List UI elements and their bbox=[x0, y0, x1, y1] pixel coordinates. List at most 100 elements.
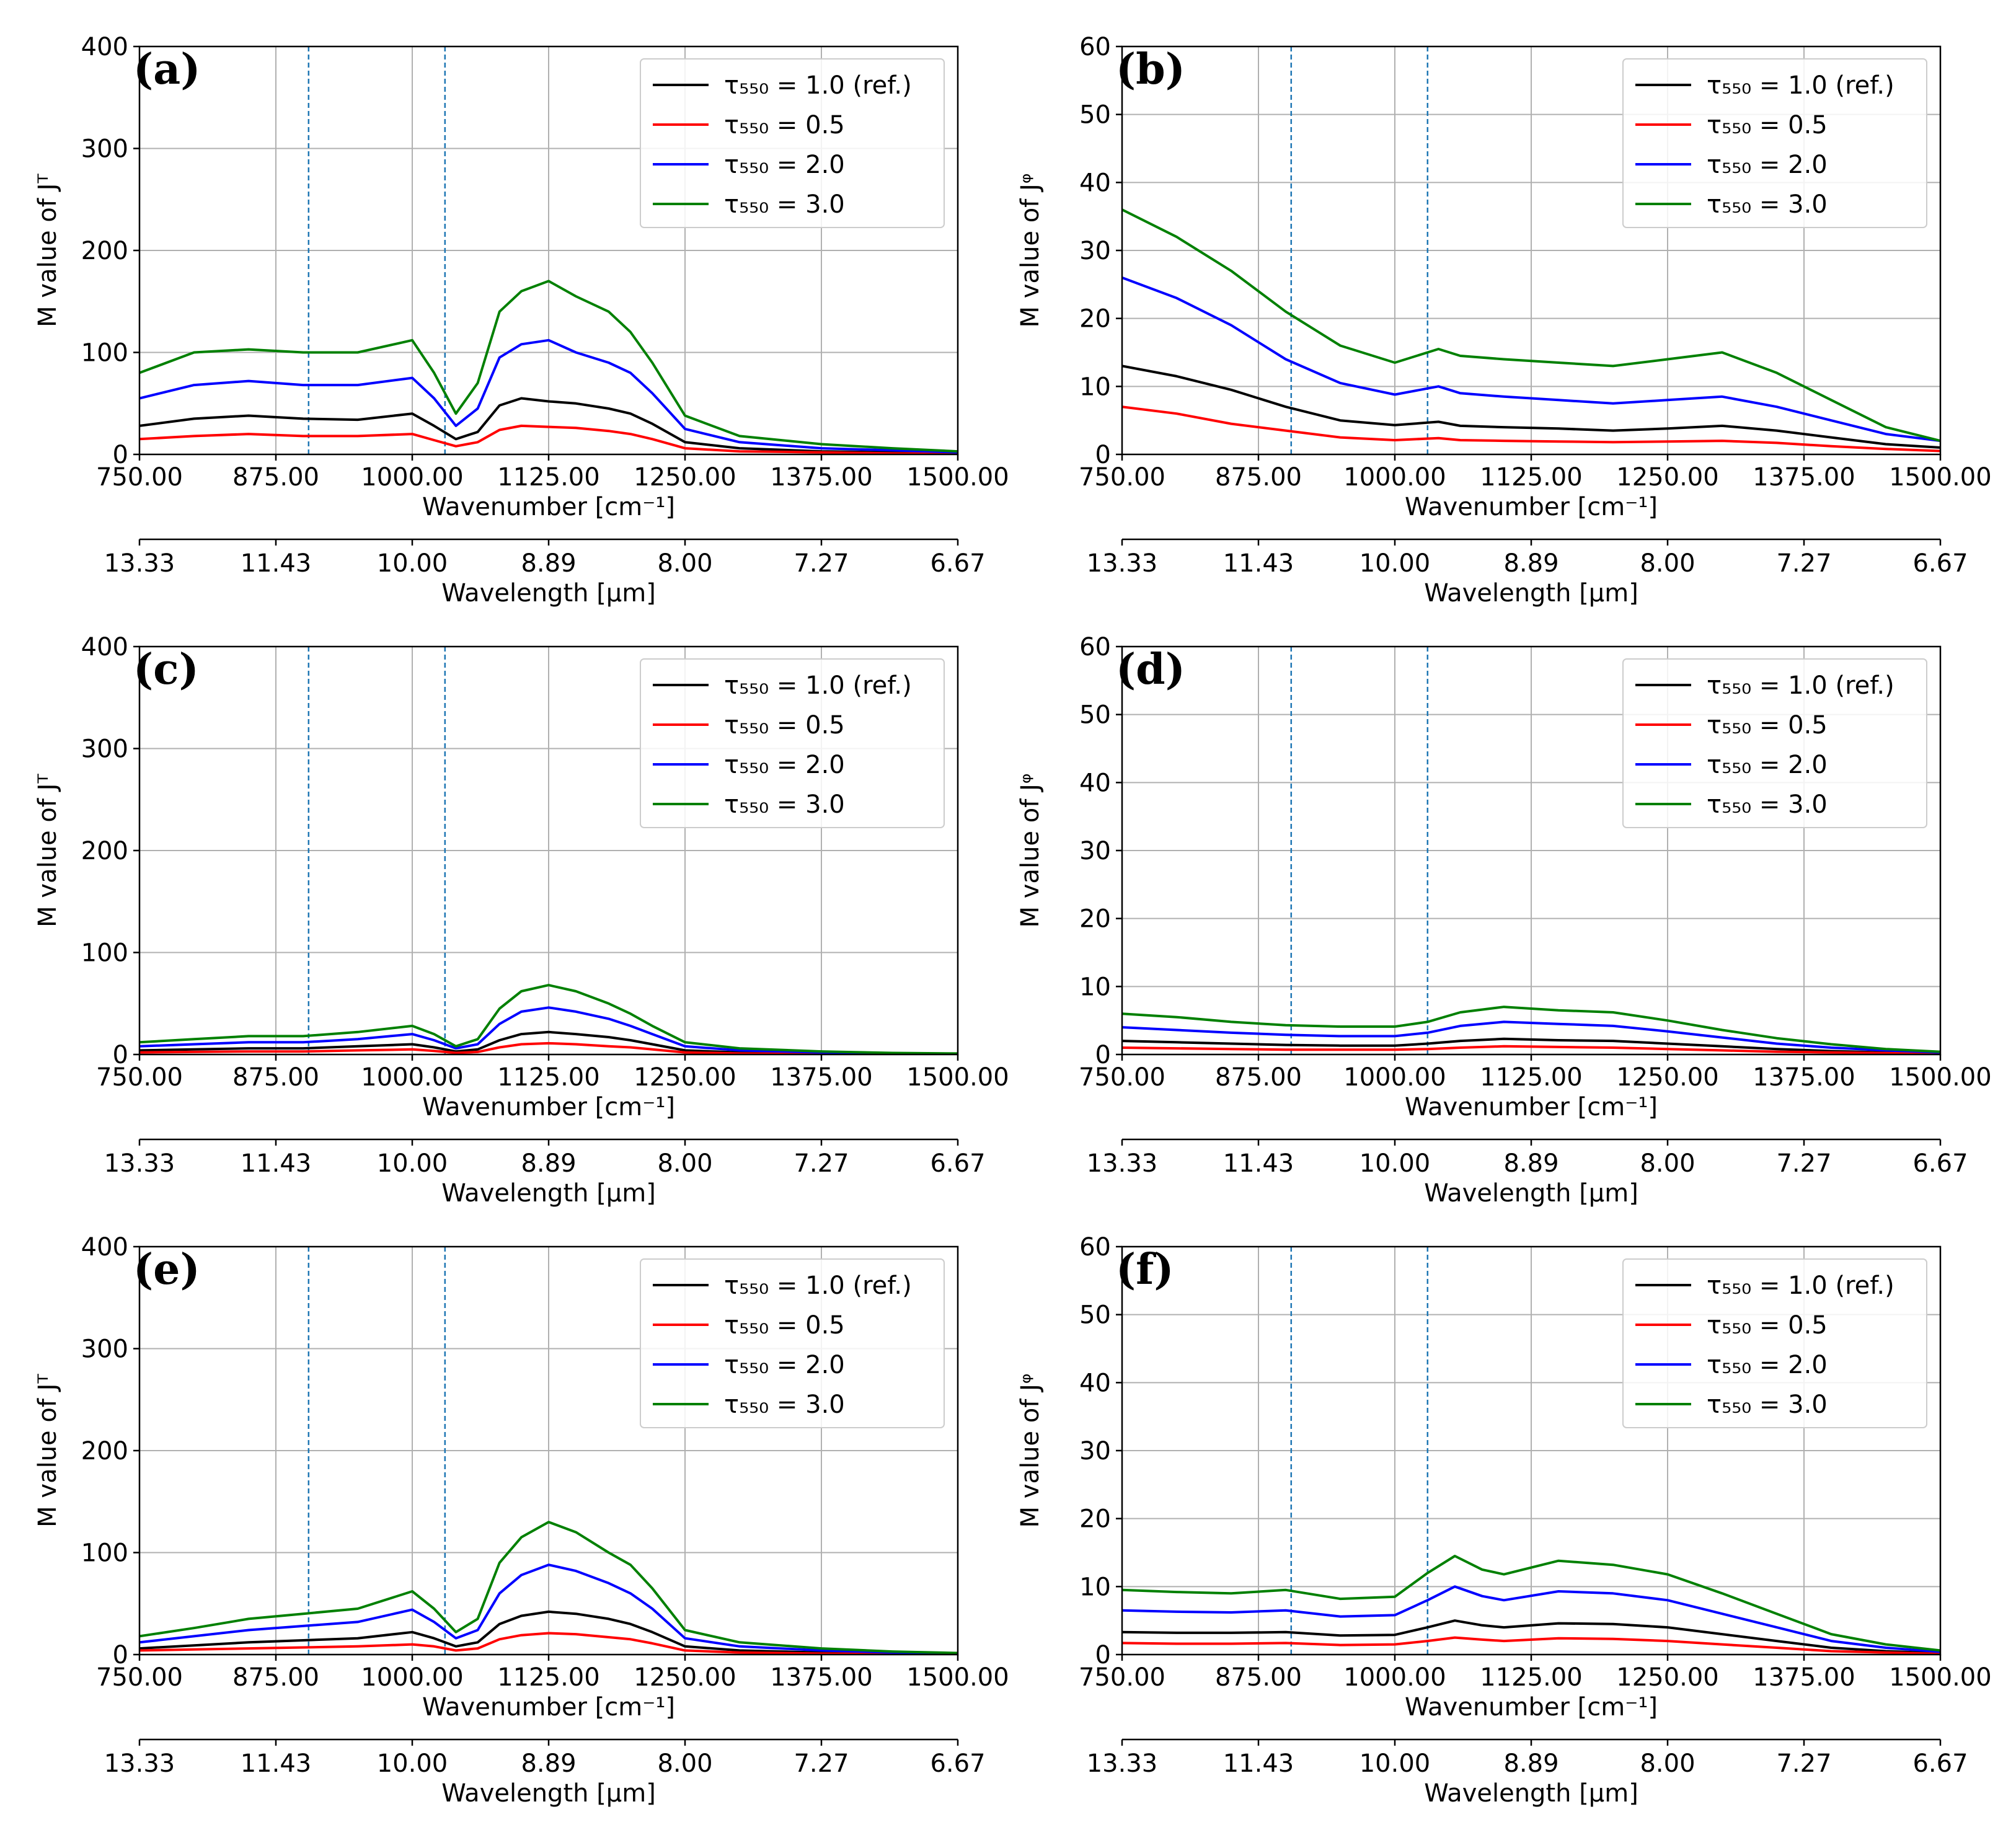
y-tick-label: 10 bbox=[1079, 373, 1111, 401]
secondary-tick-label: 13.33 bbox=[104, 1149, 175, 1178]
secondary-tick-label: 6.67 bbox=[930, 549, 985, 578]
y-tick-label: 60 bbox=[1079, 633, 1111, 661]
y-tick-label: 30 bbox=[1079, 837, 1111, 865]
x-tick-label: 1375.00 bbox=[1753, 1063, 1855, 1092]
secondary-tick-label: 10.00 bbox=[377, 1749, 448, 1778]
secondary-tick-label: 8.00 bbox=[1640, 1749, 1695, 1778]
legend-label-3: τ₅₅₀ = 2.0 bbox=[1707, 151, 1828, 179]
x-tick-label: 1500.00 bbox=[1889, 463, 1991, 492]
y-tick-label: 200 bbox=[81, 837, 128, 865]
legend-label-2: τ₅₅₀ = 0.5 bbox=[1707, 1311, 1828, 1340]
x-tick-label: 1250.00 bbox=[1616, 1663, 1718, 1692]
series-line-3 bbox=[139, 1006, 958, 1054]
series-line-2 bbox=[1122, 405, 1940, 453]
x-tick-label: 1500.00 bbox=[906, 1063, 1009, 1092]
y-axis-label: M value of Jᵀ bbox=[33, 774, 62, 927]
x-tick-label: 1250.00 bbox=[1616, 1063, 1718, 1092]
x-tick-label: 1375.00 bbox=[1753, 463, 1855, 492]
x-tick-label: 750.00 bbox=[96, 463, 183, 492]
y-tick-label: 50 bbox=[1079, 701, 1111, 730]
x-tick-label: 1125.00 bbox=[497, 1663, 599, 1692]
secondary-tick-label: 8.89 bbox=[1503, 1149, 1558, 1178]
legend-box bbox=[1622, 658, 1927, 828]
y-tick-label: 400 bbox=[81, 1233, 128, 1262]
legend-label-3: τ₅₅₀ = 2.0 bbox=[724, 1351, 845, 1379]
secondary-tick-label: 7.27 bbox=[1776, 1149, 1831, 1178]
secondary-tick-label: 11.43 bbox=[1223, 1749, 1294, 1778]
series-line-4 bbox=[139, 280, 958, 453]
x-tick-label: 1125.00 bbox=[497, 1063, 599, 1092]
chart-panel-6: 750.00 875.00 1000.00 1125.00 1250.00 1375.00… bbox=[1016, 1233, 1992, 1808]
y-axis-label: M value of Jᵠ bbox=[1016, 1374, 1045, 1528]
x-axis-label: Wavenumber [cm⁻¹] bbox=[1405, 1093, 1658, 1121]
x-tick-label: 750.00 bbox=[96, 1063, 183, 1092]
secondary-tick-label: 8.00 bbox=[1640, 1149, 1695, 1178]
legend-label-4: τ₅₅₀ = 3.0 bbox=[1707, 1390, 1828, 1419]
y-tick-label: 40 bbox=[1079, 169, 1111, 197]
x-tick-label: 750.00 bbox=[1079, 463, 1165, 492]
x-tick-label: 1125.00 bbox=[497, 463, 599, 492]
secondary-tick-label: 11.43 bbox=[241, 1149, 312, 1178]
y-tick-label: 30 bbox=[1079, 237, 1111, 265]
y-tick-label: 10 bbox=[1079, 1573, 1111, 1601]
legend-label-4: τ₅₅₀ = 3.0 bbox=[724, 1390, 845, 1419]
series-line-1 bbox=[1122, 1619, 1940, 1655]
x-axis-label: Wavenumber [cm⁻¹] bbox=[422, 1093, 675, 1121]
y-axis-label: M value of Jᵠ bbox=[1016, 174, 1045, 328]
chart-panel-5: 750.00 875.00 1000.00 1125.00 1250.00 1375.00… bbox=[33, 1233, 1009, 1808]
y-tick-label: 60 bbox=[1079, 1233, 1111, 1262]
series-line-2 bbox=[139, 424, 958, 454]
y-tick-label: 100 bbox=[81, 1539, 128, 1568]
secondary-tick-label: 7.27 bbox=[794, 1149, 849, 1178]
secondary-tick-label: 10.00 bbox=[1359, 1149, 1431, 1178]
secondary-tick-label: 13.33 bbox=[1087, 549, 1158, 578]
legend-label-4: τ₅₅₀ = 3.0 bbox=[724, 790, 845, 819]
y-axis-label: M value of Jᵀ bbox=[33, 1374, 62, 1527]
secondary-axis-label: Wavelength [µm] bbox=[1424, 1179, 1638, 1208]
legend-box bbox=[1622, 1258, 1927, 1428]
secondary-tick-label: 7.27 bbox=[794, 1749, 849, 1778]
series-line-1 bbox=[139, 1610, 958, 1655]
legend-label-3: τ₅₅₀ = 2.0 bbox=[1707, 1351, 1828, 1379]
y-tick-label: 20 bbox=[1079, 1505, 1111, 1534]
series-line-1 bbox=[139, 397, 958, 454]
legend-box bbox=[1622, 58, 1927, 228]
x-tick-label: 1250.00 bbox=[1616, 463, 1718, 492]
y-tick-label: 50 bbox=[1079, 101, 1111, 130]
series-line-3 bbox=[1122, 1020, 1940, 1054]
secondary-tick-label: 6.67 bbox=[930, 1149, 985, 1178]
panel-label: (b) bbox=[1116, 45, 1185, 94]
x-tick-label: 1375.00 bbox=[770, 463, 872, 492]
series-line-3 bbox=[1122, 1585, 1940, 1653]
x-tick-label: 875.00 bbox=[232, 463, 319, 492]
x-axis-label: Wavenumber [cm⁻¹] bbox=[422, 493, 675, 521]
secondary-tick-label: 7.27 bbox=[1776, 1749, 1831, 1778]
legend-label-4: τ₅₅₀ = 3.0 bbox=[724, 190, 845, 219]
x-tick-label: 1250.00 bbox=[634, 1663, 736, 1692]
secondary-tick-label: 11.43 bbox=[1223, 1149, 1294, 1178]
y-tick-label: 400 bbox=[81, 33, 128, 61]
chart-panel-4: 750.00 875.00 1000.00 1125.00 1250.00 1375.00… bbox=[1016, 633, 1992, 1208]
series-line-4 bbox=[139, 984, 958, 1054]
series-line-1 bbox=[1122, 365, 1940, 449]
panel-label: (c) bbox=[133, 645, 199, 694]
x-tick-label: 1000.00 bbox=[361, 463, 463, 492]
legend-label-1: τ₅₅₀ = 1.0 (ref.) bbox=[724, 1271, 912, 1300]
secondary-tick-label: 11.43 bbox=[241, 549, 312, 578]
secondary-tick-label: 8.89 bbox=[521, 1749, 576, 1778]
secondary-tick-label: 8.00 bbox=[657, 549, 712, 578]
x-tick-label: 1375.00 bbox=[1753, 1663, 1855, 1692]
x-tick-label: 750.00 bbox=[1079, 1063, 1165, 1092]
legend-label-2: τ₅₅₀ = 0.5 bbox=[1707, 711, 1828, 740]
y-tick-label: 60 bbox=[1079, 33, 1111, 61]
y-tick-label: 300 bbox=[81, 1335, 128, 1364]
legend-label-3: τ₅₅₀ = 2.0 bbox=[1707, 751, 1828, 779]
x-tick-label: 875.00 bbox=[232, 1663, 319, 1692]
x-tick-label: 1000.00 bbox=[361, 1063, 463, 1092]
secondary-tick-label: 7.27 bbox=[1776, 549, 1831, 578]
secondary-tick-label: 8.89 bbox=[521, 549, 576, 578]
chart-panel-3: 750.00 875.00 1000.00 1125.00 1250.00 1375.00… bbox=[33, 633, 1009, 1208]
secondary-tick-label: 8.89 bbox=[521, 1149, 576, 1178]
secondary-tick-label: 10.00 bbox=[1359, 1749, 1431, 1778]
